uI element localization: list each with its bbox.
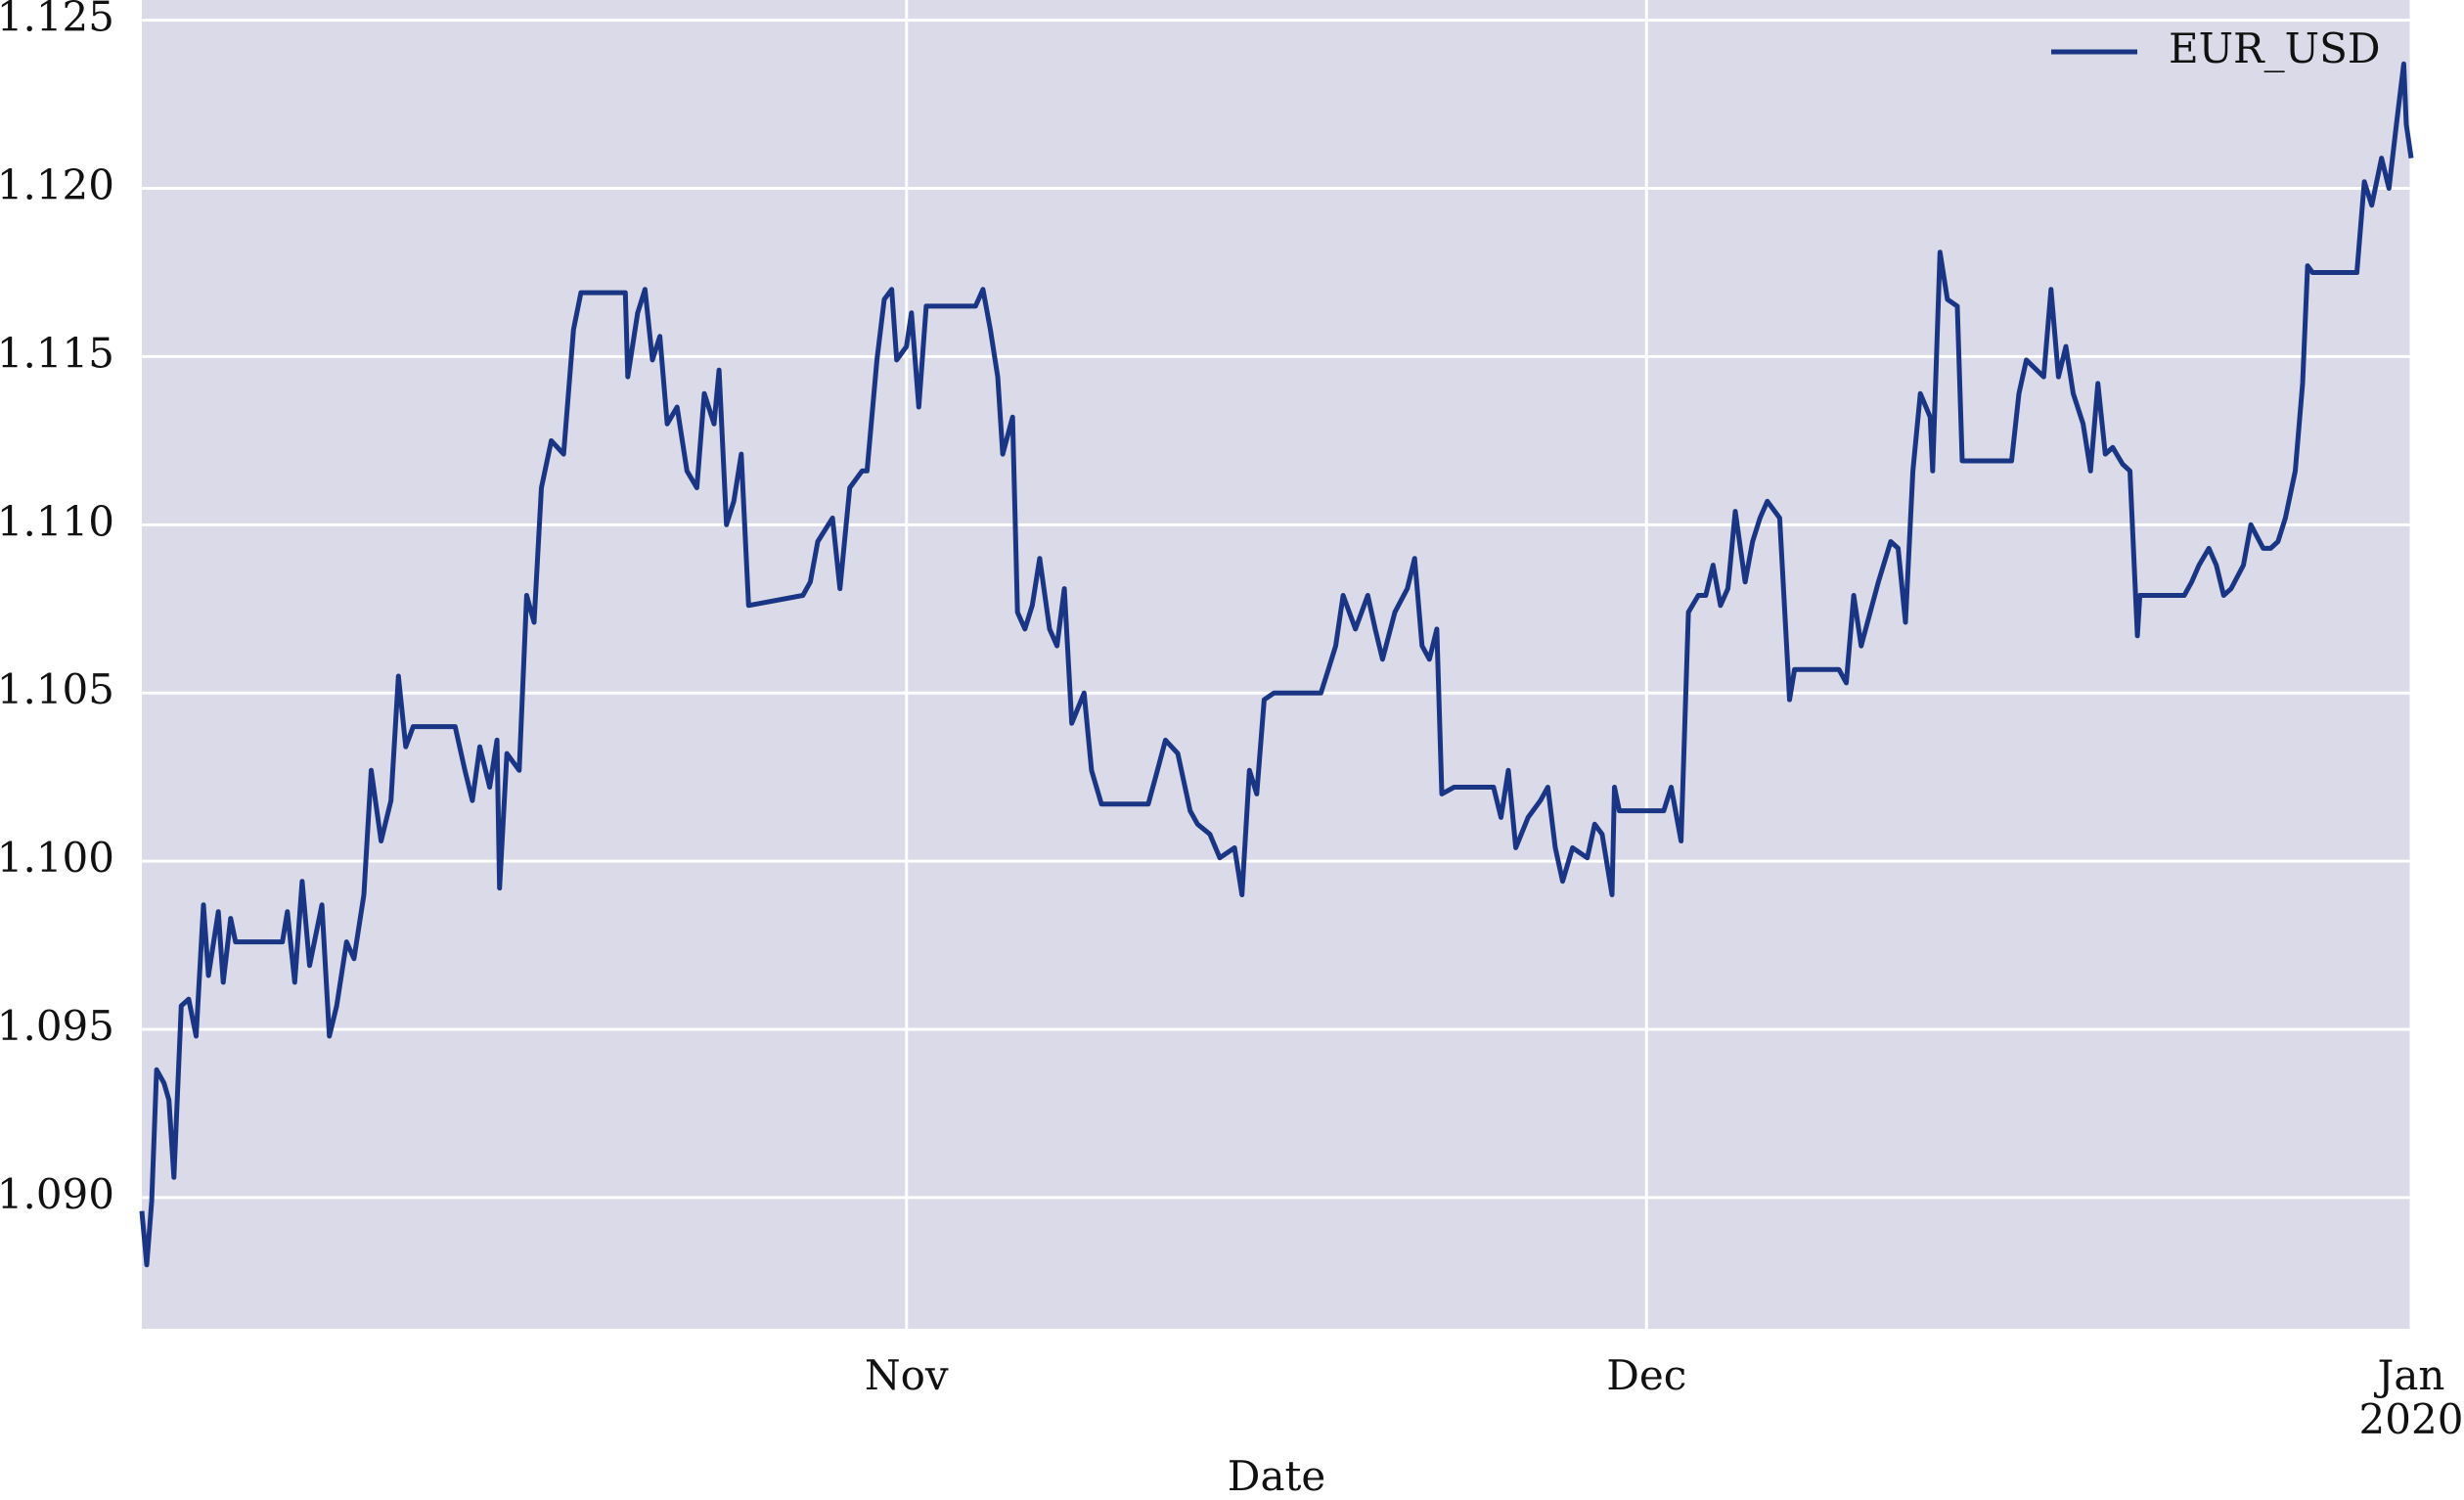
line-series [139, 61, 2414, 1268]
y-tick-label: 1.110 [0, 497, 114, 545]
y-tick-label: 1.120 [0, 161, 114, 209]
x-tick-label: Jan 2020 [2358, 1351, 2464, 1443]
legend-label: EUR_USD [2169, 24, 2381, 72]
y-tick-label: 1.095 [0, 1002, 114, 1050]
y-tick-label: 1.100 [0, 834, 114, 882]
y-tick-label: 1.115 [0, 329, 114, 377]
y-tick-label: 1.125 [0, 0, 114, 41]
plot-background [142, 0, 2411, 1329]
x-tick-label: Nov [864, 1351, 949, 1399]
y-tick-label: 1.090 [0, 1170, 114, 1218]
x-axis-label: Date [1227, 1452, 1326, 1500]
x-tick-label: Dec [1606, 1351, 1687, 1399]
y-tick-label: 1.105 [0, 665, 114, 713]
